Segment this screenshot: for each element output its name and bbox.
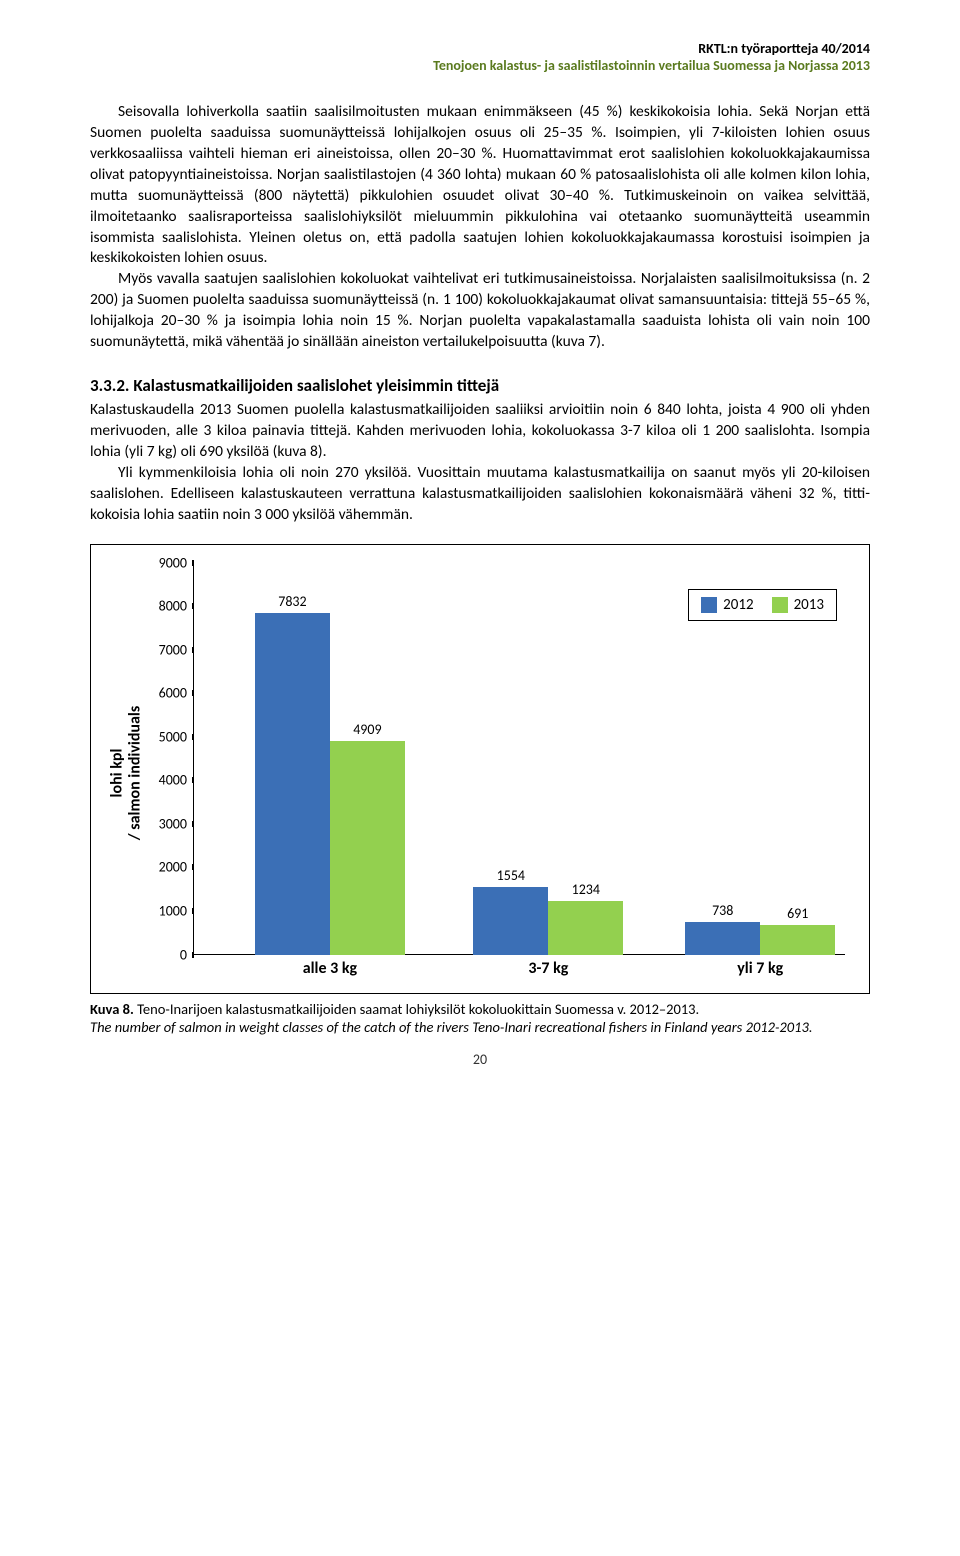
body-text: Seisovalla lohiverkolla saatiin saalisil… <box>90 102 870 526</box>
y-axis-label-col: lohi kpl / salmon individuals <box>109 563 145 983</box>
legend-swatch <box>701 597 717 613</box>
x-category-label: 3-7 kg <box>528 959 568 978</box>
y-tick-mark <box>192 690 194 696</box>
y-axis-label-line1: lohi kpl <box>108 748 127 797</box>
plot-area: 0100020003000400050006000700080009000 78… <box>145 563 851 983</box>
header-title: Tenojoen kalastus- ja saalistilastoinnin… <box>90 57 870 74</box>
y-tick-label: 0 <box>180 946 187 963</box>
legend-item: 2013 <box>772 596 824 614</box>
y-tick-label: 1000 <box>159 903 187 920</box>
y-tick-mark <box>192 603 194 609</box>
x-category-layer: alle 3 kg 3-7 kg yli 7 kg <box>193 955 845 983</box>
bar: 1234 <box>548 901 623 955</box>
legend-item: 2012 <box>701 596 753 614</box>
bar-value-label: 1234 <box>548 881 623 898</box>
legend-swatch <box>772 597 788 613</box>
y-tick-label: 3000 <box>159 815 187 832</box>
x-category-label: alle 3 kg <box>303 959 357 978</box>
caption-fi: Teno-Inarijoen kalastusmatkailijoiden sa… <box>134 1000 699 1018</box>
figure-8-chart: lohi kpl / salmon individuals 0 1000 2000 3… <box>90 544 870 994</box>
legend: 2012 2013 <box>688 589 837 621</box>
y-tick-mark <box>192 952 194 958</box>
y-tick-mark <box>192 864 194 870</box>
y-axis-label-line2: / salmon individuals <box>126 705 145 839</box>
bar: 7832 <box>255 613 330 954</box>
page-header: RKTL:n työraportteja 40/2014 Tenojoen ka… <box>90 40 870 74</box>
bar-value-label: 691 <box>760 905 835 922</box>
y-tick-label: 4000 <box>159 772 187 789</box>
y-tick-label: 9000 <box>159 554 187 571</box>
figure-caption: Kuva 8. Teno-Inarijoen kalastusmatkailij… <box>90 1000 870 1038</box>
y-tick-label: 7000 <box>159 641 187 658</box>
x-category-label: yli 7 kg <box>737 959 783 978</box>
legend-label: 2012 <box>723 596 753 614</box>
y-tick-label: 8000 <box>159 598 187 615</box>
y-tick-label: 6000 <box>159 685 187 702</box>
y-tick-label: 5000 <box>159 728 187 745</box>
paragraph-4: Yli kymmenkiloisia lohia oli noin 270 yk… <box>90 463 870 526</box>
y-tick-mark <box>192 734 194 740</box>
legend-label: 2013 <box>794 596 824 614</box>
y-tick-column: 0100020003000400050006000700080009000 <box>145 563 193 955</box>
page-number: 20 <box>90 1051 870 1068</box>
y-tick-mark <box>192 908 194 914</box>
header-series: RKTL:n työraportteja 40/2014 <box>90 40 870 57</box>
section-heading: 3.3.2. Kalastusmatkailijoiden saalislohe… <box>90 375 870 396</box>
bar: 738 <box>685 922 760 954</box>
caption-en: The number of salmon in weight classes o… <box>90 1018 813 1036</box>
paragraph-2: Myös vavalla saatujen saalislohien kokol… <box>90 269 870 353</box>
bar-value-label: 1554 <box>473 867 548 884</box>
caption-label: Kuva 8. <box>90 1000 134 1018</box>
y-tick-mark <box>192 647 194 653</box>
bars-layer: 7832490915541234738691 <box>193 563 845 955</box>
bar-value-label: 7832 <box>255 593 330 610</box>
paragraph-1: Seisovalla lohiverkolla saatiin saalisil… <box>90 102 870 269</box>
bar: 1554 <box>473 887 548 955</box>
paragraph-3: Kalastuskaudella 2013 Suomen puolella ka… <box>90 400 870 463</box>
y-tick-mark <box>192 560 194 566</box>
y-tick-mark <box>192 821 194 827</box>
bar-value-label: 738 <box>685 902 760 919</box>
bar-value-label: 4909 <box>330 721 405 738</box>
y-axis-label: lohi kpl / salmon individuals <box>109 705 146 839</box>
bar: 691 <box>760 925 835 955</box>
bar: 4909 <box>330 741 405 955</box>
y-tick-label: 2000 <box>159 859 187 876</box>
y-tick-mark <box>192 777 194 783</box>
